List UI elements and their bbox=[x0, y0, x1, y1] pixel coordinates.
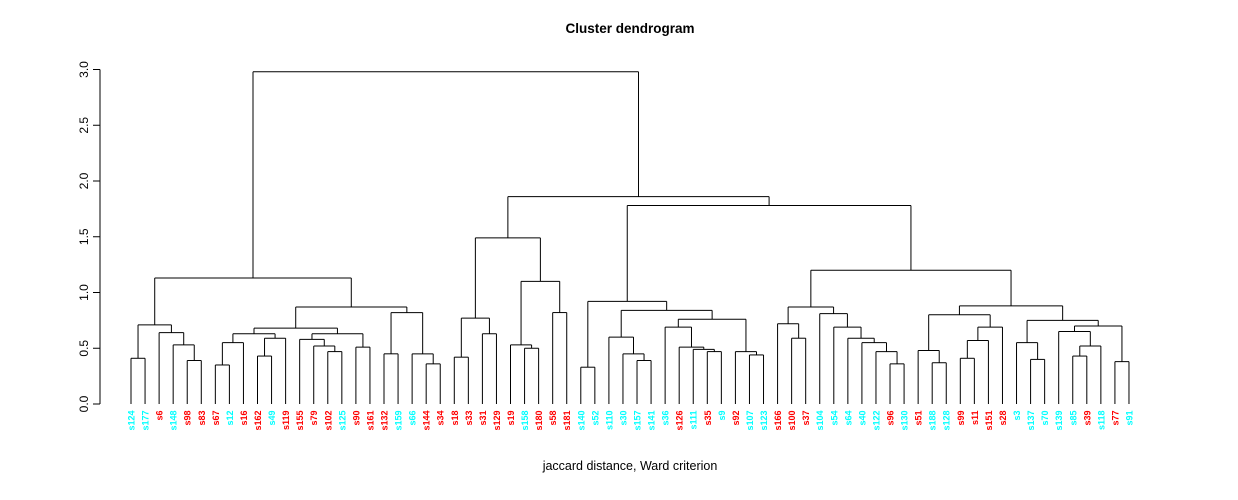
leaf-label: s161 bbox=[365, 411, 375, 431]
y-axis-tick-label: 1.5 bbox=[77, 228, 91, 245]
leaf-label: s151 bbox=[984, 411, 994, 431]
y-axis-tick-label: 1.0 bbox=[77, 284, 91, 301]
leaf-label: s77 bbox=[1110, 411, 1120, 426]
y-axis-tick-label: 2.0 bbox=[77, 172, 91, 189]
leaf-label: s126 bbox=[675, 411, 685, 431]
leaf-label: s70 bbox=[1040, 411, 1050, 426]
leaf-label: s85 bbox=[1068, 411, 1078, 426]
leaf-label: s67 bbox=[211, 411, 221, 426]
leaf-label: s177 bbox=[141, 411, 151, 431]
leaf-label: s52 bbox=[590, 411, 600, 426]
leaf-label: s6 bbox=[155, 411, 165, 421]
leaf-label: s129 bbox=[492, 411, 502, 431]
chart-caption: jaccard distance, Ward criterion bbox=[542, 459, 718, 473]
leaf-label: s102 bbox=[323, 411, 333, 431]
leaf-label: s162 bbox=[253, 411, 263, 431]
leaf-label: s148 bbox=[169, 411, 179, 431]
leaf-label: s12 bbox=[225, 411, 235, 426]
leaf-label: s132 bbox=[380, 411, 390, 431]
leaf-label: s92 bbox=[731, 411, 741, 426]
leaf-label: s107 bbox=[745, 411, 755, 431]
leaf-label: s39 bbox=[1082, 411, 1092, 426]
leaf-label: s36 bbox=[661, 411, 671, 426]
chart-title: Cluster dendrogram bbox=[565, 21, 695, 36]
leaf-label: s122 bbox=[871, 411, 881, 431]
leaf-label: s37 bbox=[801, 411, 811, 426]
leaf-label: s98 bbox=[183, 411, 193, 426]
leaf-label: s99 bbox=[956, 411, 966, 426]
leaf-label: s100 bbox=[787, 411, 797, 431]
leaf-label: s9 bbox=[717, 411, 727, 421]
leaf-label: s64 bbox=[843, 411, 853, 426]
y-axis-tick-label: 2.5 bbox=[77, 117, 91, 134]
leaf-label: s34 bbox=[436, 411, 446, 426]
leaf-label: s144 bbox=[422, 411, 432, 431]
leaf-label: s16 bbox=[239, 411, 249, 426]
leaf-label: s91 bbox=[1124, 411, 1134, 426]
leaf-label: s19 bbox=[506, 411, 516, 426]
leaf-label: s79 bbox=[309, 411, 319, 426]
leaf-label: s31 bbox=[478, 411, 488, 426]
leaf-label: s30 bbox=[618, 411, 628, 426]
leaf-label: s96 bbox=[886, 411, 896, 426]
leaf-label: s111 bbox=[689, 411, 699, 430]
leaf-label: s110 bbox=[604, 411, 614, 431]
leaf-label: s125 bbox=[337, 411, 347, 431]
leaf-label: s58 bbox=[548, 411, 558, 426]
leaf-label: s3 bbox=[1012, 411, 1022, 421]
leaf-label: s158 bbox=[520, 411, 530, 431]
y-axis-tick-label: 0.0 bbox=[77, 395, 91, 412]
leaf-label: s141 bbox=[647, 411, 657, 431]
leaf-label: s40 bbox=[857, 411, 867, 426]
leaf-label: s128 bbox=[942, 411, 952, 431]
y-axis-tick-label: 3.0 bbox=[77, 61, 91, 78]
leaf-label: s28 bbox=[998, 411, 1008, 426]
leaf-label: s181 bbox=[562, 411, 572, 431]
leaf-label: s155 bbox=[295, 411, 305, 431]
leaf-label: s118 bbox=[1096, 411, 1106, 431]
leaf-label: s180 bbox=[534, 411, 544, 431]
leaf-label: s166 bbox=[773, 411, 783, 431]
leaf-label: s11 bbox=[970, 411, 980, 426]
leaf-label: s157 bbox=[633, 411, 643, 431]
leaf-label: s123 bbox=[759, 411, 769, 431]
leaf-label: s51 bbox=[914, 411, 924, 426]
leaf-label: s130 bbox=[900, 411, 910, 431]
leaf-label: s140 bbox=[576, 411, 586, 431]
leaf-label: s35 bbox=[703, 411, 713, 426]
leaf-label: s104 bbox=[815, 411, 825, 431]
leaf-label: s188 bbox=[928, 411, 938, 431]
leaf-label: s90 bbox=[351, 411, 361, 426]
leaf-label: s159 bbox=[394, 411, 404, 431]
leaf-label: s139 bbox=[1054, 411, 1064, 431]
leaf-label: s54 bbox=[829, 411, 839, 426]
leaf-label: s49 bbox=[267, 411, 277, 426]
leaf-label: s137 bbox=[1026, 411, 1036, 431]
leaf-label: s124 bbox=[127, 411, 137, 431]
leaf-label: s66 bbox=[408, 411, 418, 426]
leaf-label: s83 bbox=[197, 411, 207, 426]
leaf-label: s18 bbox=[450, 411, 460, 426]
leaf-label: s119 bbox=[281, 411, 291, 431]
y-axis-tick-label: 0.5 bbox=[77, 340, 91, 357]
leaf-label: s33 bbox=[464, 411, 474, 426]
